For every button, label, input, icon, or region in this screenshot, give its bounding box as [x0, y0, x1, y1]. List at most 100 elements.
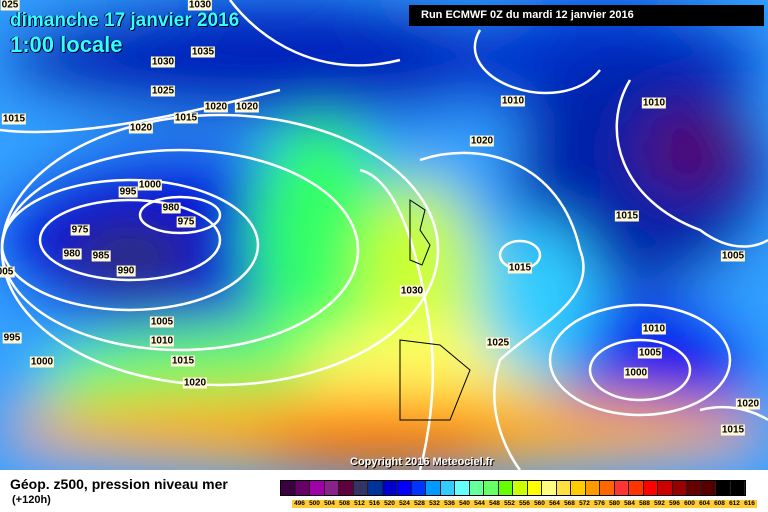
scale-label: 548 — [487, 500, 502, 508]
scale-label: 528 — [412, 500, 427, 508]
scale-label: 508 — [337, 500, 352, 508]
isobar-label: 1020 — [182, 377, 208, 389]
scale-swatch — [397, 481, 412, 495]
scale-label: 496 — [292, 500, 307, 508]
scale-swatch — [411, 481, 426, 495]
isobar-label: 995 — [2, 332, 22, 344]
isobar-label: 1015 — [170, 355, 196, 367]
isobar-label: 1010 — [641, 323, 667, 335]
scale-swatch — [658, 481, 673, 495]
scale-swatch — [310, 481, 325, 495]
scale-swatch — [542, 481, 557, 495]
isobar-label: 1005 — [149, 316, 175, 328]
scale-label: 600 — [682, 500, 697, 508]
scale-label: 556 — [517, 500, 532, 508]
scale-swatch — [571, 481, 586, 495]
scale-label: 552 — [502, 500, 517, 508]
scale-swatch — [600, 481, 615, 495]
isobar-label: 1030 — [150, 56, 176, 68]
scale-label: 564 — [547, 500, 562, 508]
scale-swatch — [426, 481, 441, 495]
isobar-label: 975 — [176, 216, 196, 228]
isobar-label: 025 — [0, 0, 20, 11]
scale-swatch — [730, 481, 745, 495]
scale-label: 504 — [322, 500, 337, 508]
isobar-label: 1000 — [29, 356, 55, 368]
isobar-label: 1020 — [469, 135, 495, 147]
legend-title: Géop. z500, pression niveau mer — [10, 476, 228, 492]
scale-swatch — [382, 481, 397, 495]
isobar-label: 1030 — [187, 0, 213, 11]
scale-swatch — [469, 481, 484, 495]
isobar-label: 1020 — [128, 122, 154, 134]
scale-label: 540 — [457, 500, 472, 508]
scale-swatch — [672, 481, 687, 495]
scale-swatch — [368, 481, 383, 495]
scale-label: 536 — [442, 500, 457, 508]
scale-swatch — [484, 481, 499, 495]
scale-swatch — [295, 481, 310, 495]
scale-label: 544 — [472, 500, 487, 508]
isobar-label: 1000 — [137, 179, 163, 191]
scale-label: 532 — [427, 500, 442, 508]
isobar-label: 1010 — [641, 97, 667, 109]
isobar-label: 1025 — [150, 85, 176, 97]
weather-map: dimanche 17 janvier 2016 1:00 locale Run… — [0, 0, 768, 470]
scale-swatch — [440, 481, 455, 495]
scale-swatch — [339, 481, 354, 495]
scale-label: 568 — [562, 500, 577, 508]
isobar-label: 1005 — [637, 347, 663, 359]
scale-swatch — [498, 481, 513, 495]
scale-swatch — [643, 481, 658, 495]
scale-label: 588 — [637, 500, 652, 508]
scale-swatch — [527, 481, 542, 495]
scale-label: 560 — [532, 500, 547, 508]
isobar-label: 1020 — [203, 101, 229, 113]
scale-label: 592 — [652, 500, 667, 508]
color-scale-labels: 496 500 504 508 512 516 520 524 528 532 536 540 544 5… — [292, 500, 757, 508]
scale-label: 580 — [607, 500, 622, 508]
isobar-label: 1015 — [720, 424, 746, 436]
isobar-label: 1015 — [507, 262, 533, 274]
scale-label: 524 — [397, 500, 412, 508]
isobar-label: 990 — [116, 265, 136, 277]
scale-label: 616 — [742, 500, 757, 508]
isobar-label: 1015 — [173, 112, 199, 124]
isobar-label: 1010 — [500, 95, 526, 107]
scale-swatch — [701, 481, 716, 495]
scale-label: 512 — [352, 500, 367, 508]
scale-label: 520 — [382, 500, 397, 508]
date-title: dimanche 17 janvier 2016 — [10, 10, 240, 31]
scale-label: 612 — [727, 500, 742, 508]
scale-label: 608 — [712, 500, 727, 508]
scale-label: 572 — [577, 500, 592, 508]
geopotential-field — [0, 0, 768, 470]
isobar-label: 985 — [91, 250, 111, 262]
run-info: Run ECMWF 0Z du mardi 12 janvier 2016 — [409, 5, 764, 26]
color-scale — [280, 480, 746, 496]
scale-swatch — [585, 481, 600, 495]
scale-swatch — [556, 481, 571, 495]
isobar-label: 1020 — [234, 101, 260, 113]
scale-swatch — [353, 481, 368, 495]
isobar-label: 1015 — [614, 210, 640, 222]
scale-label: 516 — [367, 500, 382, 508]
coastlines — [399, 199, 471, 421]
scale-swatch — [513, 481, 528, 495]
scale-label: 576 — [592, 500, 607, 508]
isobar-label: 1030 — [399, 285, 425, 297]
isobar-label: 975 — [70, 224, 90, 236]
scale-swatch — [716, 481, 731, 495]
scale-swatch — [614, 481, 629, 495]
isobar-label: 1025 — [485, 337, 511, 349]
scale-label: 604 — [697, 500, 712, 508]
copyright: Copyright 2016 Meteociel.fr — [350, 456, 494, 468]
legend: Géop. z500, pression niveau mer (+120h) … — [0, 470, 768, 512]
scale-label: 596 — [667, 500, 682, 508]
isobar-label: 980 — [161, 202, 181, 214]
isobar-label: 1035 — [190, 46, 216, 58]
isobar-label: 1010 — [149, 335, 175, 347]
isobar-label: 980 — [62, 248, 82, 260]
scale-label: 500 — [307, 500, 322, 508]
scale-swatch — [324, 481, 339, 495]
